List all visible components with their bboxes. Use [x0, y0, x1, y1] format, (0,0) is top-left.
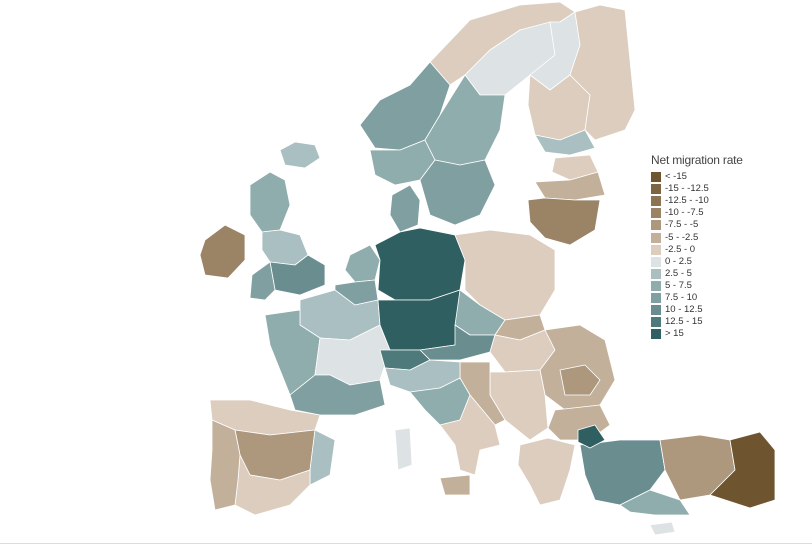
- region-iceland: [279, 141, 321, 169]
- legend-label: -7.5 - -5: [665, 219, 699, 231]
- region-turkey-istanbul: [577, 424, 606, 449]
- region-lithuania: [527, 197, 601, 246]
- legend-label: 7.5 - 10: [665, 291, 698, 303]
- region-uk-wales: [249, 261, 276, 301]
- legend-label: -10 - -7.5: [665, 207, 704, 219]
- map-legend: Net migration rate < -15 -15 - -12.5 -12.5…: [651, 153, 801, 340]
- legend-swatch: [651, 172, 661, 183]
- legend-swatch: [651, 184, 661, 195]
- region-balkans-west: [489, 369, 549, 441]
- region-greece: [517, 437, 576, 506]
- legend-item: 0 - 2.5: [651, 256, 801, 268]
- region-turkey-east: [709, 431, 776, 509]
- legend-label: 5 - 7.5: [665, 279, 692, 291]
- legend-label: 12.5 - 15: [665, 316, 703, 328]
- region-sweden-central: [424, 74, 506, 166]
- legend-label: -2.5 - 0: [665, 243, 696, 255]
- legend-item: 10 - 12.5: [651, 304, 801, 316]
- region-turkey-south: [619, 489, 691, 516]
- legend-swatch: [651, 292, 661, 303]
- legend-item: 5 - 7.5: [651, 280, 801, 292]
- region-ireland: [199, 224, 246, 279]
- legend-title: Net migration rate: [651, 153, 743, 167]
- region-uk-england-south: [269, 254, 326, 296]
- bottom-divider: [0, 543, 812, 544]
- legend-label: -5 - -2.5: [665, 231, 699, 243]
- legend-label: 2.5 - 5: [665, 267, 692, 279]
- legend-label: < -15: [665, 171, 687, 183]
- legend-swatch: [651, 329, 661, 340]
- legend-swatch: [651, 305, 661, 316]
- region-norway-west: [359, 61, 451, 151]
- legend-label: -12.5 - -10: [665, 195, 709, 207]
- legend-item: 2.5 - 5: [651, 268, 801, 280]
- legend-item: -10 - -7.5: [651, 207, 801, 219]
- legend-item: 7.5 - 10: [651, 292, 801, 304]
- region-italy-south: [439, 394, 501, 476]
- legend-item: 12.5 - 15: [651, 316, 801, 328]
- region-uk-scotland: [249, 171, 291, 233]
- legend-swatch: [651, 220, 661, 231]
- region-cyprus: [649, 521, 676, 536]
- legend-label: 0 - 2.5: [665, 255, 692, 267]
- region-sweden-south: [419, 159, 496, 226]
- region-sardinia: [394, 427, 413, 471]
- legend-swatch: [651, 256, 661, 267]
- legend-item: -2.5 - 0: [651, 244, 801, 256]
- legend-item: < -15: [651, 171, 801, 183]
- legend-item: -12.5 - -10: [651, 195, 801, 207]
- region-germany-north: [374, 227, 466, 301]
- region-denmark: [389, 184, 421, 233]
- legend-swatch: [651, 268, 661, 279]
- legend-item: -15 - -12.5: [651, 183, 801, 195]
- legend-item: -7.5 - -5: [651, 219, 801, 231]
- region-france-south: [289, 374, 386, 416]
- legend-item: -5 - -2.5: [651, 231, 801, 243]
- legend-label: 10 - 12.5: [665, 304, 703, 316]
- legend-item: > 15: [651, 328, 801, 340]
- legend-swatch: [651, 196, 661, 207]
- region-netherlands: [344, 244, 381, 283]
- region-romania-central: [559, 364, 601, 396]
- region-spain-east: [309, 429, 336, 486]
- region-uk-england-north: [261, 229, 309, 266]
- region-portugal: [209, 419, 241, 511]
- region-finland-south: [534, 129, 596, 156]
- legend-label: -15 - -12.5: [665, 183, 709, 195]
- legend-swatch: [651, 232, 661, 243]
- legend-items: < -15 -15 - -12.5 -12.5 - -10 -10 - -7.5 -7.…: [651, 171, 801, 340]
- legend-label: > 15: [665, 328, 684, 340]
- legend-swatch: [651, 208, 661, 219]
- region-russia-northwest: [569, 4, 636, 141]
- legend-swatch: [651, 280, 661, 291]
- region-sicily: [439, 474, 471, 496]
- legend-swatch: [651, 244, 661, 255]
- legend-swatch: [651, 317, 661, 328]
